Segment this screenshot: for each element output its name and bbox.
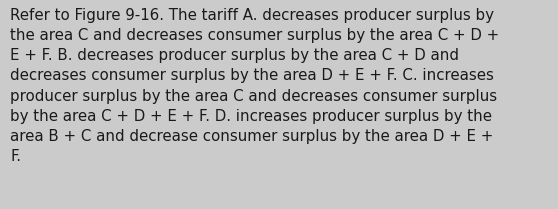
Text: Refer to Figure 9-16. The tariff A. decreases producer surplus by
the area C and: Refer to Figure 9-16. The tariff A. decr… — [10, 8, 499, 164]
